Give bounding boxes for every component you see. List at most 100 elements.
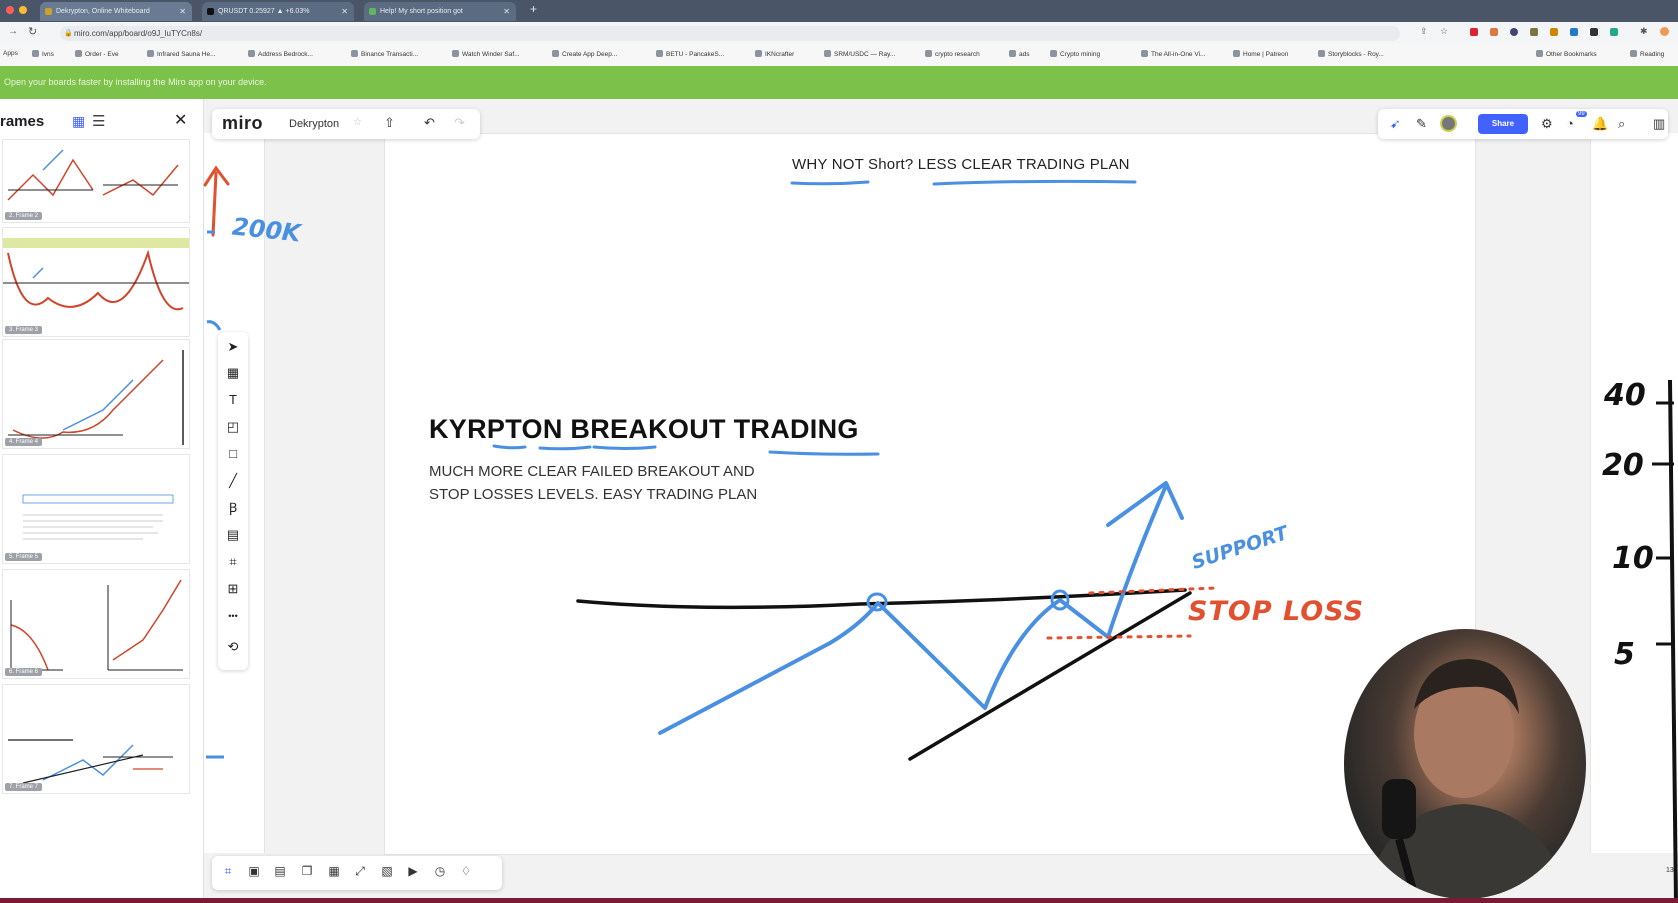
templates-tool-icon[interactable]: ▦: [226, 365, 240, 380]
select-tool-icon[interactable]: ➤: [227, 339, 239, 354]
bookmark-item[interactable]: The All-in-One Vi...: [1141, 50, 1205, 58]
bookmark-star-icon[interactable]: ☆: [1440, 26, 1449, 36]
undo-icon[interactable]: ↶: [424, 115, 435, 130]
stop-loss-label[interactable]: STOP LOSS: [1188, 596, 1365, 627]
puzzle-icon[interactable]: ✱: [1640, 26, 1648, 36]
frame-thumbnail[interactable]: 6. Frame 6: [2, 569, 190, 679]
bookmark-item[interactable]: BETU - PancakeS...: [656, 50, 724, 58]
close-tab-icon[interactable]: ✕: [179, 7, 186, 16]
frame-tool-icon[interactable]: ⌗: [229, 554, 237, 569]
pen-icon[interactable]: ✎: [1416, 116, 1427, 131]
frame-thumbnail[interactable]: 4. Frame 4: [2, 339, 190, 449]
export-icon[interactable]: ⇧: [384, 115, 395, 130]
cards-icon[interactable]: ❐: [301, 864, 313, 878]
miro-logo[interactable]: miro: [222, 113, 264, 133]
bookmark-item[interactable]: Crypto mining: [1050, 50, 1100, 58]
extension-icon[interactable]: [1510, 28, 1518, 36]
share-screen-icon[interactable]: ⤢: [355, 864, 365, 878]
frame-thumbnail[interactable]: 5. Frame 5: [2, 454, 190, 564]
bookmark-item[interactable]: ads: [1009, 50, 1029, 58]
kanban-icon[interactable]: ▦: [328, 864, 340, 878]
text-tool-icon[interactable]: T: [229, 392, 237, 407]
timer-icon[interactable]: ◷: [434, 864, 446, 878]
upload-tool-icon[interactable]: ⊞: [227, 581, 239, 596]
scale-label[interactable]: 20: [1602, 448, 1644, 483]
pen-tool-icon[interactable]: Ꞵ: [228, 500, 238, 515]
scale-label[interactable]: 40: [1604, 378, 1646, 413]
minimize-window-icon[interactable]: [19, 6, 27, 14]
extension-icon[interactable]: [1490, 28, 1498, 36]
bookmark-item[interactable]: Apps: [3, 50, 18, 57]
bookmark-item[interactable]: Infrared Sauna He...: [147, 50, 216, 58]
close-window-icon[interactable]: [6, 6, 14, 14]
bookmark-item[interactable]: Other Bookmarks: [1536, 50, 1597, 58]
new-tab-button[interactable]: +: [530, 2, 538, 16]
board-name[interactable]: Dekrypton: [289, 118, 340, 130]
shape-tool-icon[interactable]: □: [229, 446, 237, 461]
install-app-banner[interactable]: Open your boards faster by installing th…: [0, 66, 1678, 99]
frame-thumbnail[interactable]: 3. Frame 3: [2, 227, 190, 337]
bookmark-item[interactable]: Reading: [1630, 50, 1664, 58]
browser-tab[interactable]: Dekrypton, Online Whiteboard ✕: [40, 2, 192, 21]
extension-icon[interactable]: [1470, 28, 1478, 36]
extension-icon[interactable]: [1590, 28, 1598, 36]
share-button[interactable]: Share: [1478, 114, 1528, 134]
grid-view-icon[interactable]: ▦: [72, 113, 86, 129]
search-icon[interactable]: ⌕: [1618, 116, 1626, 131]
forward-icon[interactable]: →: [8, 26, 18, 37]
extension-icon[interactable]: [1570, 28, 1578, 36]
reactions-icon[interactable]: ➹: [1390, 116, 1401, 131]
bell-icon[interactable]: 🔔: [1592, 116, 1609, 131]
line-tool-icon[interactable]: ╱: [229, 473, 237, 488]
bookmark-item[interactable]: Storyblocks - Roy...: [1318, 50, 1384, 58]
frame-thumbnail[interactable]: 2. Frame 2: [2, 139, 190, 223]
extension-icon[interactable]: [1530, 28, 1538, 36]
share-page-icon[interactable]: ⇪: [1420, 26, 1428, 36]
bookmark-item[interactable]: Order - Eve: [75, 50, 119, 58]
bookmark-item[interactable]: Binance Transacti...: [351, 50, 418, 58]
sidebar-toggle-icon[interactable]: ▥: [1653, 116, 1666, 131]
more-tools-icon[interactable]: •••: [228, 611, 238, 621]
chat-icon[interactable]: ▤: [274, 864, 286, 878]
bookmark-item[interactable]: IKNcrafter: [755, 50, 794, 58]
star-icon[interactable]: ☆: [353, 117, 362, 128]
kyrpton-title[interactable]: KYRPTON BREAKOUT TRADING: [429, 414, 859, 444]
timer-icon[interactable]: ◔: [1566, 116, 1574, 131]
board-heading[interactable]: WHY NOT Short? LESS CLEAR TRADING PLAN: [792, 156, 1130, 173]
browser-tab[interactable]: Help! My short position got ✕: [364, 2, 516, 21]
bookmark-item[interactable]: Watch Winder Saf...: [452, 50, 520, 58]
tab-favicon-icon: [45, 8, 52, 15]
close-tab-icon[interactable]: ✕: [503, 7, 510, 16]
present-icon[interactable]: ▧: [381, 864, 393, 878]
browser-tab[interactable]: QRUSDT 0.25927 ▲ +6.03% ✕: [202, 2, 354, 21]
extension-icon[interactable]: [1610, 28, 1618, 36]
kyrpton-description[interactable]: MUCH MORE CLEAR FAILED BREAKOUT AND STOP…: [429, 463, 758, 503]
bookmark-item[interactable]: Create App Deep...: [552, 50, 617, 58]
url-field[interactable]: 🔒 miro.com/app/board/o9J_luTYCn8s/: [60, 26, 1400, 41]
bookmark-item[interactable]: Address Bedrock...: [248, 50, 313, 58]
close-panel-icon[interactable]: ✕: [174, 112, 188, 129]
extension-icon[interactable]: [1550, 28, 1558, 36]
bookmark-item[interactable]: SRM/USDC — Ray...: [824, 50, 895, 58]
reload-icon[interactable]: ↻: [28, 26, 38, 38]
sticky-note-tool-icon[interactable]: ◰: [226, 419, 240, 434]
bookmark-item[interactable]: Ivns: [32, 50, 54, 58]
apps-tool-icon[interactable]: ⟲: [227, 639, 239, 654]
frame-thumbnail[interactable]: 7. Frame 7: [2, 684, 190, 794]
profile-avatar[interactable]: [1660, 27, 1669, 36]
video-icon[interactable]: ▶: [408, 864, 418, 878]
redo-icon[interactable]: ↷: [454, 115, 465, 130]
bookmark-item[interactable]: Home | Patreon: [1233, 50, 1288, 58]
comments-icon[interactable]: ▣: [248, 864, 260, 878]
settings-sliders-icon[interactable]: ⚙: [1541, 116, 1553, 131]
close-tab-icon[interactable]: ✕: [341, 7, 348, 16]
board-frame-right[interactable]: [1590, 133, 1678, 853]
collaborator-avatar[interactable]: [1440, 115, 1457, 132]
comment-tool-icon[interactable]: ▤: [226, 527, 240, 542]
scale-label[interactable]: 5: [1614, 637, 1635, 672]
scale-label[interactable]: 10: [1612, 541, 1654, 576]
list-view-icon[interactable]: ☰: [92, 113, 106, 130]
bookmark-item[interactable]: crypto research: [925, 50, 980, 58]
voting-icon[interactable]: ♢: [460, 864, 472, 878]
frames-icon[interactable]: ⌗: [224, 864, 232, 878]
